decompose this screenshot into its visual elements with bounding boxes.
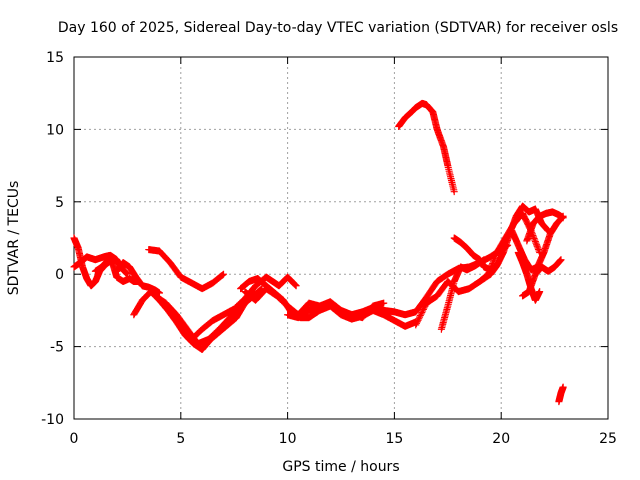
data-point — [219, 271, 227, 279]
data-point — [421, 302, 429, 310]
data-point — [532, 239, 540, 247]
data-point — [484, 270, 492, 278]
data-point — [291, 281, 299, 289]
data-point — [534, 245, 542, 253]
data-point — [557, 256, 565, 264]
y-tick-label: 10 — [46, 122, 64, 138]
x-tick-label: 10 — [279, 431, 297, 447]
series-arc-20 — [519, 256, 565, 300]
data-point — [488, 261, 496, 269]
series-arc-5 — [145, 246, 228, 293]
series-arc-19 — [523, 208, 567, 245]
data-point — [489, 258, 497, 266]
data-point — [218, 271, 226, 279]
data-point — [416, 313, 424, 321]
data-point — [418, 308, 426, 316]
data-point — [531, 236, 539, 244]
data-point — [419, 307, 427, 315]
data-point — [530, 235, 538, 243]
data-point — [491, 253, 499, 261]
data-point — [489, 259, 497, 267]
x-tick-label: 15 — [385, 431, 403, 447]
data-point — [420, 304, 428, 312]
data-point — [412, 321, 420, 329]
data-point — [413, 319, 421, 327]
data-point — [490, 255, 498, 263]
data-point — [559, 214, 567, 222]
data-point — [536, 288, 544, 296]
series-arc-21 — [514, 248, 544, 304]
data-point — [534, 244, 542, 252]
x-tick-label: 5 — [176, 431, 185, 447]
data-point — [533, 242, 541, 250]
y-axis-label: SDTVAR / TECUs — [6, 181, 22, 296]
data-point — [487, 264, 495, 272]
y-tick-label: -5 — [50, 340, 64, 356]
y-tick-label: 5 — [55, 195, 64, 211]
data-point — [417, 310, 425, 318]
data-point — [292, 281, 300, 289]
data-point — [415, 315, 423, 323]
data-point — [490, 256, 498, 264]
y-tick-label: 15 — [46, 50, 64, 66]
data-point — [413, 318, 421, 326]
series-arc-22 — [555, 383, 567, 406]
series-arc-16 — [487, 202, 552, 278]
tick-layer: 0 5 10 15 20 25 -10 -5 0 5 10 15 — [41, 50, 617, 447]
data-point — [559, 383, 567, 391]
data-point — [414, 316, 422, 324]
x-tick-label: 0 — [70, 431, 79, 447]
x-tick-label: 25 — [599, 431, 617, 447]
series-arc-14 — [450, 234, 495, 274]
data-point — [485, 269, 493, 277]
series-arc-4 — [113, 259, 163, 297]
grid-layer — [74, 57, 608, 419]
data-point — [419, 305, 427, 313]
data-point — [416, 312, 424, 320]
data-layer — [70, 99, 567, 406]
series-arc-12 — [395, 99, 458, 196]
data-point — [492, 252, 500, 260]
data-point — [486, 267, 494, 275]
y-tick-label: -10 — [41, 412, 64, 428]
data-point — [292, 282, 300, 290]
data-point — [220, 270, 228, 278]
data-point — [533, 241, 541, 249]
data-point — [487, 262, 495, 270]
series-arc-18 — [508, 212, 567, 274]
x-tick-label: 20 — [492, 431, 510, 447]
data-point — [531, 238, 539, 246]
chart-title: Day 160 of 2025, Sidereal Day-to-day VTE… — [58, 20, 618, 36]
data-point — [450, 188, 458, 196]
series-arc-13 — [437, 256, 488, 333]
data-point — [380, 299, 388, 307]
data-point — [486, 266, 494, 274]
x-axis-label: GPS time / hours — [282, 459, 399, 475]
y-tick-label: 0 — [55, 267, 64, 283]
